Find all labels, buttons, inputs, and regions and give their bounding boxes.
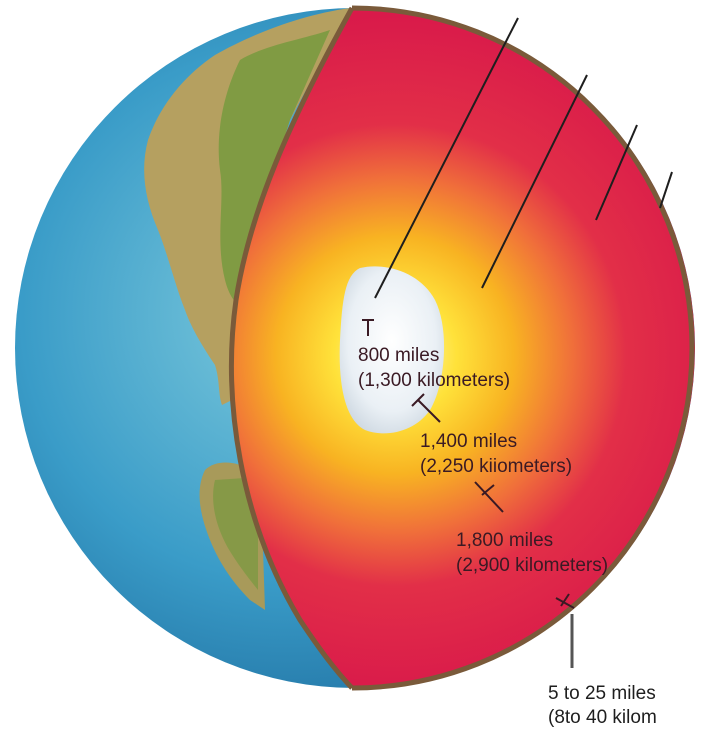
outer-core-depth-km: (2,250 kiiometers)	[420, 456, 573, 477]
inner-core	[339, 266, 445, 434]
crust-rim	[351, 5, 695, 691]
outer-core-depth-miles: 1,400 miles	[420, 431, 518, 452]
depth-tick-crust	[555, 593, 575, 609]
leader-line-inner-core	[374, 17, 519, 299]
crust-depth-miles: 5 to 25 miles	[548, 683, 656, 704]
cutaway-front-face	[231, 8, 695, 688]
inner-core-depth-km: (1,300 kilometers)	[358, 370, 511, 391]
crust-cut-edge	[229, 6, 355, 690]
depth-tick-mantle	[474, 481, 504, 513]
leader-line-outer-core	[481, 74, 588, 289]
mantle-depth-km: (2,900 kilometers)	[456, 555, 609, 576]
landmass-south-america-green	[213, 478, 258, 590]
depth-tick-outer-core	[411, 393, 441, 423]
crust-depth-km: (8to 40 kilom	[548, 707, 657, 728]
mantle-depth-miles: 1,800 miles	[456, 530, 554, 551]
leader-line-mantle	[595, 124, 638, 221]
inner-core-depth-miles: 800 miles	[358, 345, 440, 366]
depth-tick-inner-core	[362, 319, 374, 336]
leader-line-crust	[659, 171, 673, 209]
